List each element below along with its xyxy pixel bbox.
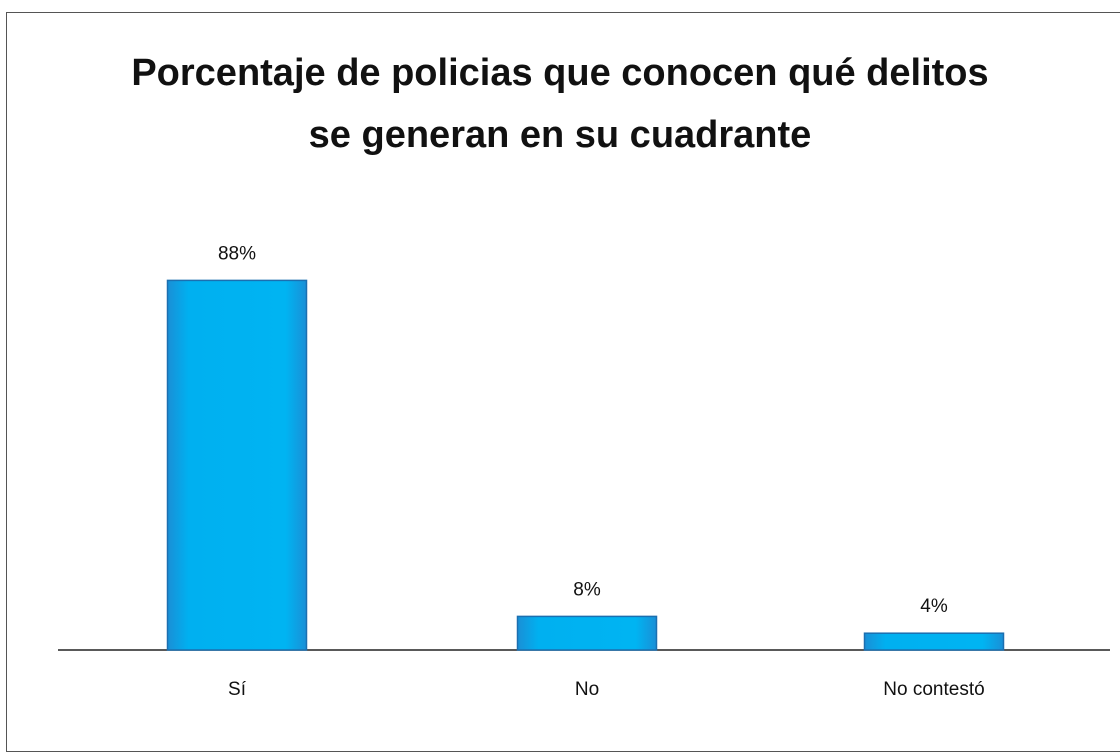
value-label: 8% <box>573 579 601 600</box>
bar <box>516 615 658 651</box>
x-tick-label: No <box>575 679 599 700</box>
bar <box>863 632 1005 651</box>
bar <box>166 279 308 651</box>
x-tick-label: Sí <box>228 679 247 700</box>
value-label: 4% <box>920 596 948 617</box>
value-label: 88% <box>218 243 256 264</box>
x-tick-label: No contestó <box>883 679 984 700</box>
chart-title: Porcentaje de policias que conocen qué d… <box>131 52 989 156</box>
